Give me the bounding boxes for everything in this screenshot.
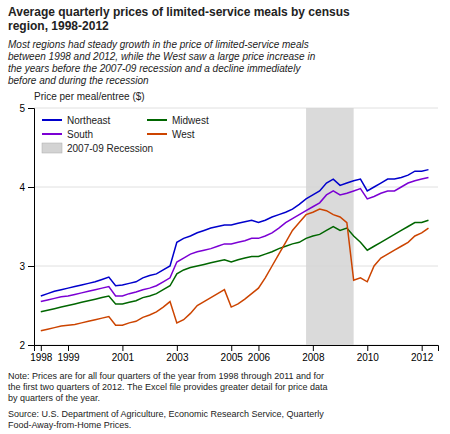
tick-mark [422, 345, 423, 351]
tick-mark [28, 108, 34, 109]
tick-label: 3 [19, 261, 25, 272]
grid-line [34, 108, 438, 109]
tick-label: 1998 [30, 352, 53, 363]
tick: 2001 [112, 345, 135, 363]
note: Note: Prices are for all four quarters o… [8, 371, 328, 403]
tick-label: 1999 [57, 352, 80, 363]
tick-mark [28, 187, 34, 188]
axis-line [28, 109, 35, 346]
legend-item: Midwest [147, 115, 209, 126]
legend-label: Midwest [172, 115, 209, 126]
legend-item: 2007-09 Recession [42, 143, 153, 154]
marks [41, 108, 429, 345]
chart: Average quarterly prices of limited-serv… [0, 0, 450, 434]
tick-mark [313, 345, 314, 351]
tick-label: 2005 [221, 352, 244, 363]
tick-mark [28, 345, 34, 346]
tick-mark [231, 345, 232, 351]
source: Source: U.S. Department of Agriculture, … [8, 409, 324, 430]
grid-line [34, 187, 438, 188]
tick: 1998 [30, 345, 53, 363]
series-line [41, 220, 429, 312]
tick-label: 2 [19, 340, 25, 351]
tick: 4 [19, 182, 34, 193]
tick-label: 2008 [302, 352, 325, 363]
tick: 2003 [166, 345, 189, 363]
legend: Northeast South Midwest West 2007-09 Recessi… [42, 115, 209, 154]
tick-mark [28, 266, 34, 267]
legend-swatch [42, 133, 62, 135]
tick-label: 2001 [112, 352, 135, 363]
legend-item: South [42, 129, 93, 140]
series-line [41, 170, 429, 296]
tick-mark [177, 345, 178, 351]
axis-line [35, 346, 439, 352]
legend-item: West [147, 129, 195, 140]
subtitle: Most regions had steady growth in the pr… [8, 39, 316, 86]
tick: 2010 [357, 345, 380, 363]
tick: 5 [19, 103, 34, 114]
series-line [41, 209, 429, 331]
legend-swatch [42, 119, 62, 121]
legend-label: South [67, 129, 93, 140]
x-axis: 1998 1999 2001 2003 2005 2006 2008 2010 2012 [30, 345, 438, 363]
tick: 2006 [248, 345, 271, 363]
tick-mark [367, 345, 368, 351]
legend-label: West [172, 129, 195, 140]
legend-swatch [42, 143, 62, 153]
legend-swatch [147, 133, 167, 135]
tick: 2 [19, 340, 34, 351]
grid [34, 108, 438, 345]
tick: 2005 [221, 345, 244, 363]
tick-mark [258, 345, 259, 351]
y-axis-label: Price per meal/entree ($) [34, 91, 145, 102]
recession-band [306, 108, 354, 345]
tick-label: 4 [19, 182, 25, 193]
tick-mark [68, 345, 69, 351]
legend-label: Northeast [67, 115, 111, 126]
tick: 2008 [302, 345, 325, 363]
y-axis: 2 3 4 5 [19, 103, 34, 351]
tick-mark [41, 345, 42, 351]
grid-line [34, 266, 438, 267]
tick-label: 5 [19, 103, 25, 114]
series-line [41, 178, 429, 302]
legend-swatch [147, 119, 167, 121]
tick-label: 2003 [166, 352, 189, 363]
tick: 1999 [57, 345, 80, 363]
tick: 2012 [411, 345, 434, 363]
tick-label: 2012 [411, 352, 434, 363]
legend-label: 2007-09 Recession [67, 143, 153, 154]
title: Average quarterly prices of limited-serv… [8, 5, 350, 33]
tick-label: 2006 [248, 352, 271, 363]
tick-mark [122, 345, 123, 351]
plot-area: 1998 1999 2001 2003 2005 2006 2008 2010 2012 2 3 4 5… [19, 103, 438, 363]
legend-item: Northeast [42, 115, 111, 126]
tick-label: 2010 [357, 352, 380, 363]
tick: 3 [19, 261, 34, 272]
